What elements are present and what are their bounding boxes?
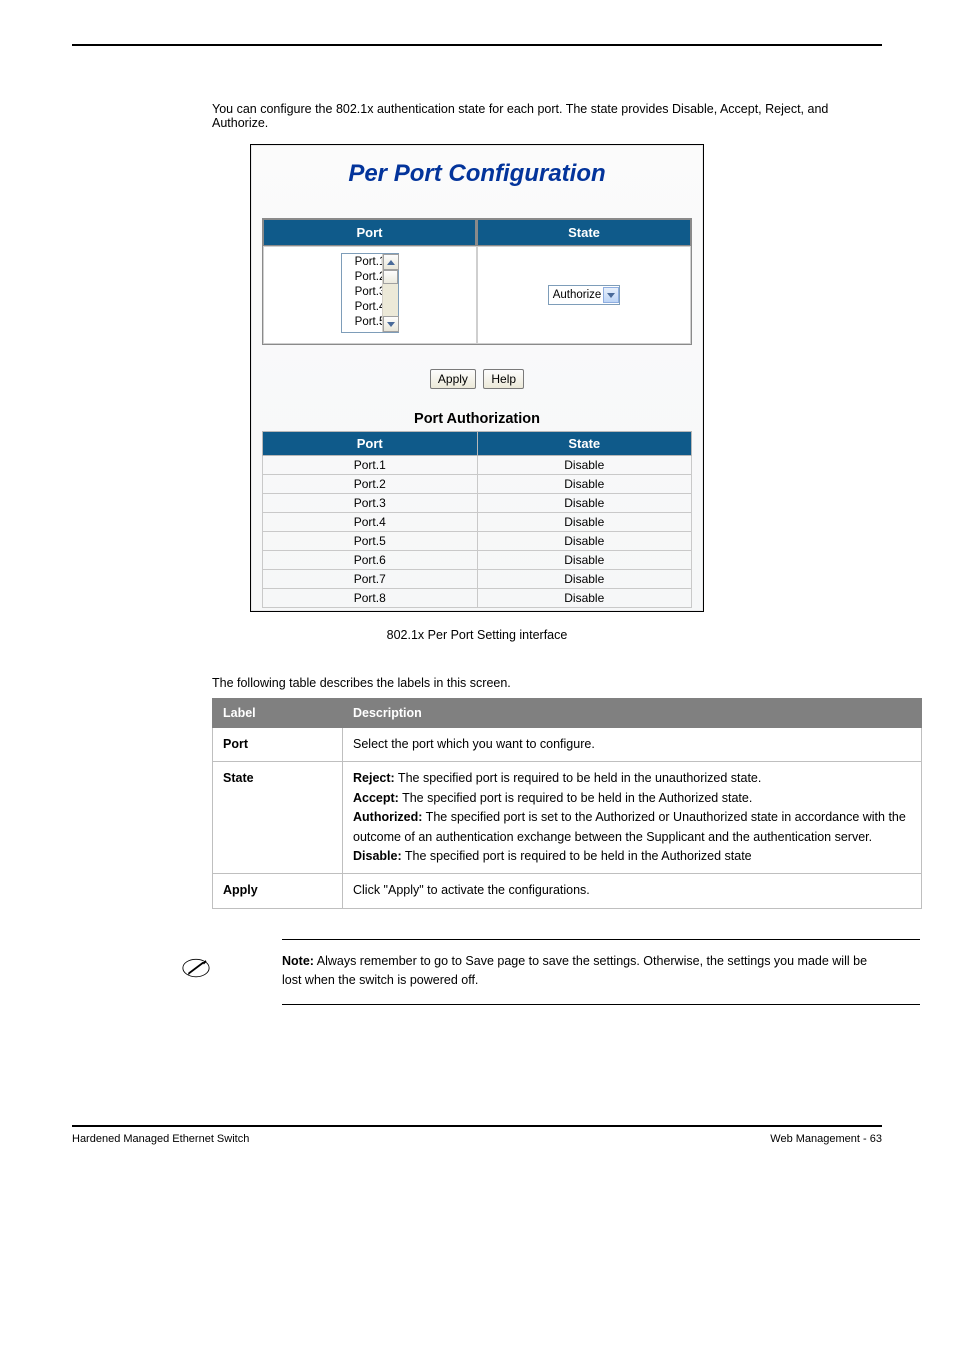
note-text: Note: Always remember to go to Save page… bbox=[282, 952, 882, 991]
dropdown-value: Authorize bbox=[553, 289, 602, 301]
chevron-down-icon bbox=[387, 322, 395, 327]
chevron-down-icon bbox=[607, 293, 615, 298]
screenshot-caption: 802.1x Per Port Setting interface bbox=[72, 628, 882, 642]
description-table: Label Description Port Select the port w… bbox=[212, 698, 922, 909]
note-rule-bottom bbox=[282, 1004, 920, 1005]
auth-header-port: Port bbox=[263, 432, 478, 456]
table-row: Apply Click "Apply" to activate the conf… bbox=[213, 874, 922, 908]
port-authorization-table: Port State Port.1Disable Port.2Disable P… bbox=[262, 431, 692, 608]
port-authorization-title: Port Authorization bbox=[262, 411, 692, 427]
scroll-up-button[interactable] bbox=[383, 254, 399, 270]
port-listbox[interactable]: Port.1 Port.2 Port.3 Port.4 Port.5 bbox=[341, 253, 399, 333]
note-rule-top bbox=[282, 939, 920, 940]
table-row: Port.6Disable bbox=[263, 551, 692, 570]
intro-paragraph: You can configure the 802.1x authenticat… bbox=[212, 102, 882, 130]
table-row: Port.8Disable bbox=[263, 589, 692, 608]
scrollbar[interactable] bbox=[382, 254, 398, 332]
desc-header-description: Description bbox=[343, 699, 922, 728]
screenshot-title: Per Port Configuration bbox=[262, 160, 692, 188]
top-rule bbox=[72, 44, 882, 46]
table-row: Port.2Disable bbox=[263, 475, 692, 494]
table-row: Port.7Disable bbox=[263, 570, 692, 589]
button-row: Apply Help bbox=[262, 369, 692, 389]
footer: Hardened Managed Ethernet Switch Web Man… bbox=[72, 1133, 882, 1145]
note-row: Note: Always remember to go to Save page… bbox=[182, 952, 882, 991]
table-row: Port.5Disable bbox=[263, 532, 692, 551]
scroll-thumb[interactable] bbox=[383, 270, 398, 284]
help-button[interactable]: Help bbox=[483, 369, 524, 389]
footer-right: Web Management - 63 bbox=[770, 1133, 882, 1145]
table-row: Port.4Disable bbox=[263, 513, 692, 532]
pencil-icon bbox=[182, 954, 212, 987]
screenshot-inner: Per Port Configuration Port State Port.1… bbox=[251, 145, 703, 611]
bottom-rule bbox=[72, 1125, 882, 1127]
table-row: Port.1Disable bbox=[263, 456, 692, 475]
chevron-up-icon bbox=[387, 260, 395, 265]
auth-header-state: State bbox=[477, 432, 692, 456]
scroll-down-button[interactable] bbox=[383, 316, 399, 332]
state-desc-cell: Reject: The specified port is required t… bbox=[343, 762, 922, 874]
desc-header-label: Label bbox=[213, 699, 343, 728]
table-row: Port.3Disable bbox=[263, 494, 692, 513]
table-row: State Reject: The specified port is requ… bbox=[213, 762, 922, 874]
page: Hardened Managed Ethernet Switch User's … bbox=[0, 0, 954, 1185]
screenshot-frame: Per Port Configuration Port State Port.1… bbox=[250, 144, 704, 612]
dropdown-button[interactable] bbox=[603, 287, 619, 303]
apply-button[interactable]: Apply bbox=[430, 369, 476, 389]
config-header-state: State bbox=[477, 219, 691, 246]
footer-left: Hardened Managed Ethernet Switch bbox=[72, 1133, 249, 1145]
config-header-port: Port bbox=[263, 219, 477, 246]
desc-intro: The following table describes the labels… bbox=[212, 676, 882, 690]
config-table: Port State Port.1 Port.2 Port.3 Port.4 P… bbox=[262, 218, 692, 345]
state-dropdown[interactable]: Authorize bbox=[548, 285, 621, 305]
table-row: Port Select the port which you want to c… bbox=[213, 728, 922, 762]
